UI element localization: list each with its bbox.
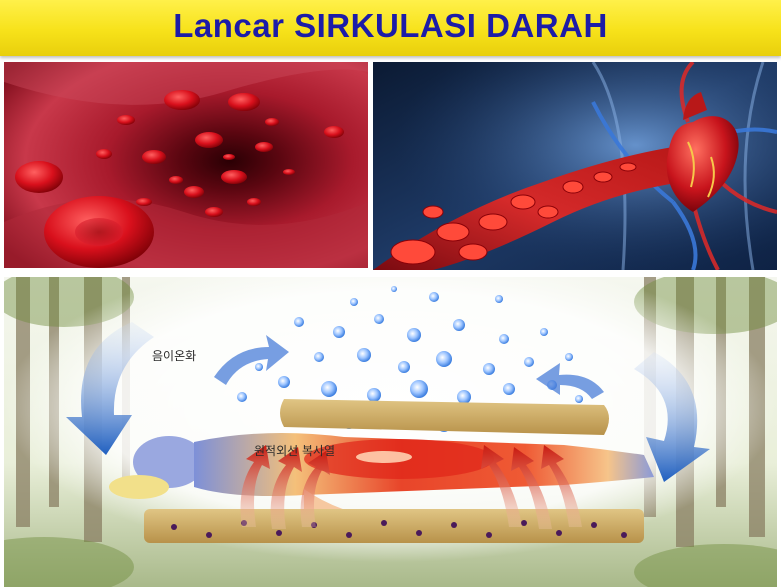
page-title: Lancar SIRKULASI DARAH <box>173 7 608 44</box>
far-infrared-heat-arrows <box>240 445 582 529</box>
right-blue-arrow <box>634 352 710 482</box>
title-banner: Lancar SIRKULASI DARAH <box>0 0 781 56</box>
small-blue-arrow-right <box>536 363 604 399</box>
negative-ion-label: 음이온화 <box>152 349 197 363</box>
thermal-mat-therapy-illustration: 음이온화 원적외선 복사열 <box>4 277 777 587</box>
far-infrared-label: 원적외선 복사열 <box>254 444 336 458</box>
heart-circulation-photo <box>373 62 777 270</box>
upper-blanket <box>280 399 609 435</box>
small-blue-arrow-left <box>214 335 289 385</box>
left-blue-arrow <box>66 322 154 455</box>
blood-vessel-photo <box>4 62 368 268</box>
red-cells <box>390 162 637 265</box>
heart-icon <box>666 92 739 212</box>
blood-cells <box>15 90 344 268</box>
